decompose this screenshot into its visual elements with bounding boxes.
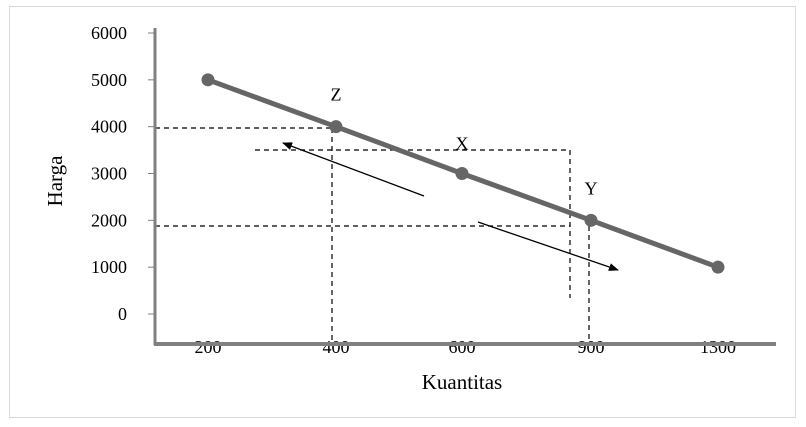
x-axis-ticks: 200 400 600 900 1300 [195, 337, 737, 357]
x-tick-label: 600 [449, 337, 476, 357]
arrow-down-right [477, 221, 619, 271]
movement-arrows [282, 142, 619, 271]
axes [153, 28, 776, 346]
data-point [711, 260, 725, 274]
point-labels: Z X Y [331, 85, 598, 199]
y-tick-label: 0 [118, 304, 127, 324]
y-tick-label: 2000 [91, 210, 127, 230]
x-axis-title: Kuantitas [422, 370, 502, 394]
y-tick-label: 5000 [91, 70, 127, 90]
x-tick-label: 200 [195, 337, 222, 357]
data-point [455, 167, 469, 180]
y-tick-label: 4000 [91, 117, 127, 137]
y-tick-label: 6000 [91, 23, 127, 43]
x-tick-label: 400 [323, 337, 350, 357]
point-label-z: Z [331, 85, 342, 105]
point-label-x: X [456, 134, 469, 154]
x-tick-label: 900 [578, 337, 605, 357]
data-point [201, 73, 215, 87]
series-layer [201, 73, 725, 274]
y-axis-ticks: 0 1000 2000 3000 4000 5000 6000 [91, 23, 155, 324]
x-tick-label: 1300 [700, 337, 736, 357]
point-label-y: Y [585, 178, 598, 198]
y-tick-label: 3000 [91, 164, 127, 184]
chart-frame [9, 6, 796, 418]
data-point [584, 213, 598, 227]
y-tick-label: 1000 [91, 257, 127, 277]
y-axis-title: Harga [43, 155, 67, 207]
arrow-up-left [282, 142, 425, 197]
data-point [329, 120, 343, 134]
dashed-guides [155, 127, 590, 344]
